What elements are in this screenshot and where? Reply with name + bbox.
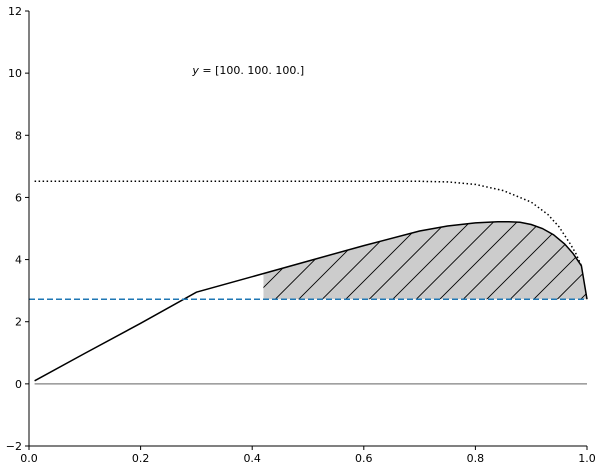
y-tick-label: 12: [8, 5, 22, 18]
fill-layer: [263, 221, 587, 300]
x-tick-label: 1.0: [578, 452, 596, 465]
x-tick-label: 0.4: [243, 452, 261, 465]
series-line-dotted-1: [34, 180, 583, 267]
y-tick-label: 2: [15, 316, 22, 329]
x-tick-label: 0.2: [132, 452, 150, 465]
x-tick-label: 0.0: [20, 452, 38, 465]
annotation-text: y = [100. 100. 100.]: [191, 64, 304, 77]
annotation-prefix: y: [191, 64, 199, 77]
x-tick-label: 0.6: [355, 452, 373, 465]
y-tick-label: 6: [15, 191, 22, 204]
axes-layer: [28, 11, 587, 447]
y-tick-label: 10: [8, 67, 22, 80]
ticks-layer: 0.0 0.2 0.4 0.6 0.8 1.0 −2 0 2 4 6 8 10 12: [6, 5, 596, 465]
y-tick-label: 0: [15, 378, 22, 391]
y-tick-label: 8: [15, 129, 22, 142]
series-layer: [29, 180, 588, 385]
y-tick-label: 4: [15, 254, 22, 267]
y-tick-label: −2: [6, 440, 22, 453]
x-tick-label: 0.8: [467, 452, 485, 465]
annotation-suffix: = [100. 100. 100.]: [199, 64, 304, 77]
series-line-solid-0: [34, 220, 588, 382]
